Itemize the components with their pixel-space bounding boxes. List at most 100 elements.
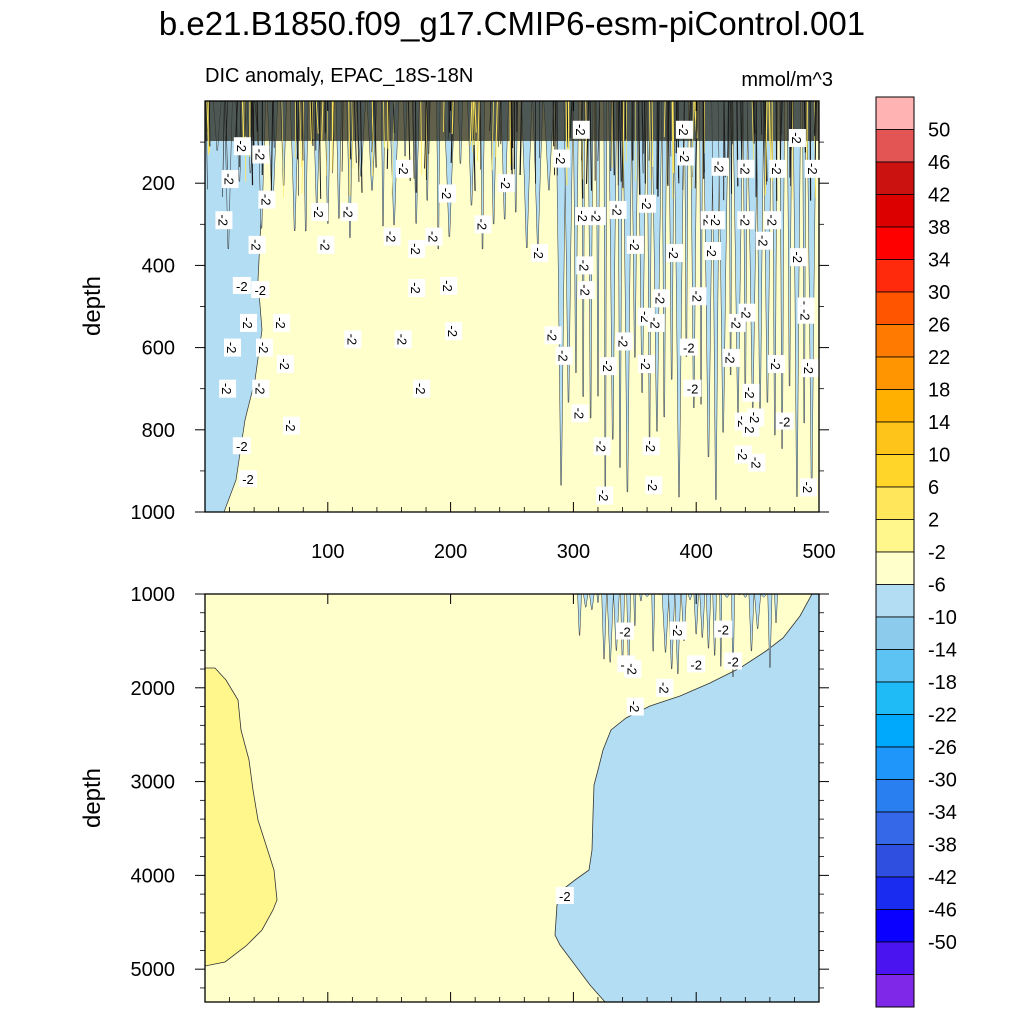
negative-stripe xyxy=(633,594,637,626)
contour-label: -2 xyxy=(395,159,413,178)
contour-label: -2 xyxy=(555,346,573,365)
colorbar-box xyxy=(875,779,915,813)
subtitle-left: DIC anomaly, EPAC_18S-18N xyxy=(205,65,473,87)
surface-contour-line xyxy=(474,101,477,133)
negative-stripe xyxy=(563,101,574,403)
svg-text:-2: -2 xyxy=(252,383,267,395)
surface-contour-line xyxy=(225,101,228,170)
colorbar-label: 42 xyxy=(928,185,950,207)
colorbar-box xyxy=(875,811,915,845)
contour-label: -2 xyxy=(656,678,674,697)
negative-stripe xyxy=(596,594,600,603)
negative-stripe xyxy=(555,101,567,486)
svg-text:-2: -2 xyxy=(670,625,685,637)
negative-stripe xyxy=(589,594,595,610)
svg-text:-2: -2 xyxy=(735,449,750,461)
contour-label: -2 xyxy=(383,227,401,246)
contour-label: -2 xyxy=(273,313,291,332)
surface-contour-line xyxy=(489,101,492,132)
colorbar-label: -14 xyxy=(928,640,957,662)
colorbar-label: 10 xyxy=(928,445,950,467)
colorbar-label: 46 xyxy=(928,152,950,174)
negative-stripe xyxy=(639,594,643,602)
colorbar-box xyxy=(875,486,915,520)
surface-contour-line xyxy=(244,101,247,137)
svg-text:-2: -2 xyxy=(653,292,668,304)
negative-stripe xyxy=(699,594,706,638)
top-y-tick-label: 800 xyxy=(142,420,175,442)
surface-contour-line xyxy=(315,101,319,134)
contour-label: -2 xyxy=(804,159,822,178)
surface-contour-line xyxy=(814,101,817,169)
colorbar-label: 26 xyxy=(928,315,950,337)
surface-contour-line xyxy=(252,101,255,153)
colorbar: 50 46 42 38 34 30 26 22 18 14 10 6 2 -2 -6 -10 -14 -18 -22… xyxy=(875,96,957,1008)
bottom-east-negative-region xyxy=(554,594,819,1002)
surface-contour-line xyxy=(206,101,210,156)
svg-text:-2: -2 xyxy=(677,151,692,163)
svg-text:-2: -2 xyxy=(789,132,804,144)
surface-contour-line xyxy=(641,101,645,154)
surface-contour-line xyxy=(597,101,601,161)
surface-contour-line xyxy=(469,101,473,146)
surface-contour-line xyxy=(310,101,314,146)
svg-text:-2: -2 xyxy=(234,140,249,152)
svg-text:-2: -2 xyxy=(742,422,757,434)
colorbar-box xyxy=(875,421,915,455)
surface-contour-line xyxy=(414,101,417,193)
bottom-plot-frame xyxy=(204,593,820,1003)
contour-label: -2 xyxy=(609,200,627,219)
svg-text:-2: -2 xyxy=(717,623,729,638)
surface-contour-line xyxy=(353,101,357,163)
svg-text:-2: -2 xyxy=(712,161,727,173)
contour-label: -2 xyxy=(637,355,655,374)
colorbar-label: -50 xyxy=(928,932,957,954)
svg-text:-2: -2 xyxy=(240,317,255,329)
colorbar-box xyxy=(875,649,915,683)
svg-text:-2: -2 xyxy=(252,149,267,161)
surface-contour-line xyxy=(476,101,480,162)
surface-contour-line xyxy=(371,101,374,141)
contour-label: -2 xyxy=(642,437,660,456)
colorbar-box xyxy=(875,454,915,488)
colorbar-label: -46 xyxy=(928,900,957,922)
surface-contour-line xyxy=(424,101,428,169)
svg-text:-2: -2 xyxy=(317,239,332,251)
surface-contour-line xyxy=(392,101,395,133)
bottom-y-tick-label: 1000 xyxy=(131,584,176,606)
bottom-y-tick-label: 3000 xyxy=(131,772,176,794)
bottom-y-tick-label: 2000 xyxy=(131,678,176,700)
colorbar-box xyxy=(875,584,915,618)
contour-label: -2 xyxy=(317,235,335,254)
contour-label: -2 xyxy=(747,408,765,427)
colorbar-label: 34 xyxy=(928,250,950,272)
top-x-tick-label: 300 xyxy=(557,541,590,563)
contour-label: -2 xyxy=(531,244,549,263)
svg-text:-2: -2 xyxy=(690,657,702,672)
surface-contour-line xyxy=(693,101,697,132)
top-surface-contours xyxy=(205,101,817,201)
surface-contour-line xyxy=(610,101,612,172)
top-x-tick-label: 400 xyxy=(680,541,713,563)
contour-label: -2 xyxy=(615,622,634,640)
contour-label: -2 xyxy=(224,338,242,357)
svg-text:-2: -2 xyxy=(215,214,230,226)
surface-contour-line xyxy=(813,101,817,134)
svg-text:-2: -2 xyxy=(258,194,273,206)
surface-contour-line xyxy=(519,101,523,176)
surface-contour-line xyxy=(779,101,782,171)
negative-stripe xyxy=(705,594,711,649)
negative-stripe xyxy=(573,101,579,373)
surface-contour-line xyxy=(498,101,501,147)
surface-contour-line xyxy=(612,101,615,176)
surface-contour-line xyxy=(780,101,783,136)
surface-contour-line xyxy=(569,101,573,139)
svg-text:-2: -2 xyxy=(344,334,359,346)
svg-text:-2: -2 xyxy=(445,325,460,337)
svg-text:-2: -2 xyxy=(224,342,239,354)
surface-contour-line xyxy=(383,101,385,148)
colorbar-box xyxy=(875,129,915,163)
negative-stripe xyxy=(779,101,785,449)
surface-contour-line xyxy=(312,101,314,140)
